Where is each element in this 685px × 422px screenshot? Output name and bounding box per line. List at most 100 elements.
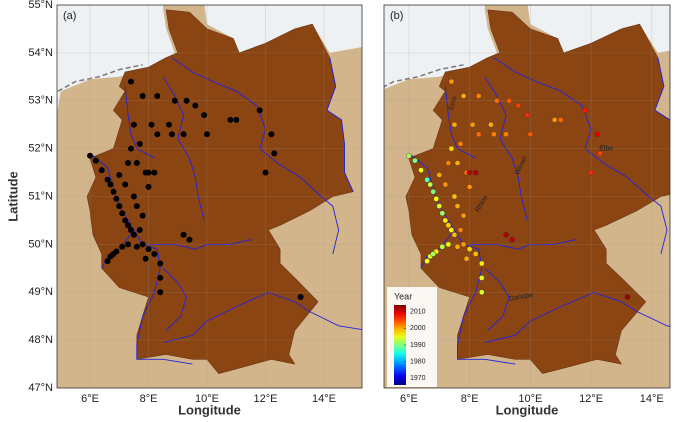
station-point bbox=[180, 131, 187, 138]
station-point bbox=[92, 157, 99, 164]
station-point bbox=[256, 107, 263, 114]
station-point bbox=[139, 92, 146, 99]
station-point bbox=[503, 231, 509, 238]
station-point bbox=[125, 241, 132, 248]
river bbox=[484, 267, 510, 331]
station-point bbox=[588, 169, 594, 176]
station-point bbox=[445, 222, 452, 229]
station-point bbox=[412, 157, 418, 164]
station-point bbox=[133, 159, 140, 166]
station-point bbox=[148, 121, 155, 128]
station-point bbox=[110, 188, 117, 195]
station-point bbox=[503, 131, 509, 138]
station-point bbox=[594, 131, 600, 138]
station-point bbox=[268, 131, 275, 138]
station-point bbox=[460, 212, 467, 219]
y-tick-label: 53°N bbox=[28, 95, 53, 107]
station-point bbox=[165, 121, 172, 128]
x-tick-label: 6°E bbox=[400, 393, 418, 405]
river-label: Ems bbox=[448, 95, 459, 111]
station-point bbox=[262, 169, 269, 176]
station-point bbox=[133, 243, 140, 250]
y-tick-label: 50°N bbox=[28, 238, 53, 250]
river-label: Danube bbox=[509, 292, 534, 303]
x-tick-label: 12°E bbox=[254, 393, 278, 405]
station-point bbox=[233, 116, 240, 123]
station-point bbox=[271, 150, 278, 157]
station-point bbox=[466, 184, 473, 190]
station-point bbox=[136, 227, 143, 234]
coast-islands bbox=[384, 64, 464, 88]
station-point bbox=[624, 294, 631, 300]
station-point bbox=[154, 131, 161, 138]
station-point bbox=[551, 117, 558, 123]
station-point bbox=[87, 152, 94, 159]
station-point bbox=[122, 181, 129, 188]
station-point bbox=[151, 169, 158, 176]
station-point bbox=[460, 241, 467, 248]
x-tick-label: 14°E bbox=[312, 393, 336, 405]
colorbar-tick-label: 2010 bbox=[410, 309, 426, 316]
x-axis-title: Longitude bbox=[496, 402, 559, 417]
station-point bbox=[127, 145, 134, 152]
station-point bbox=[478, 289, 485, 296]
colorbar-tick-label: 2000 bbox=[410, 325, 426, 332]
station-point bbox=[451, 231, 458, 238]
station-point bbox=[424, 176, 430, 183]
germany bbox=[86, 9, 354, 374]
station-point bbox=[472, 251, 479, 257]
station-point bbox=[442, 217, 449, 224]
station-point bbox=[557, 117, 564, 123]
station-point bbox=[127, 227, 134, 234]
station-point bbox=[130, 121, 137, 128]
station-point bbox=[436, 172, 443, 178]
map-panel bbox=[57, 5, 362, 388]
y-axis-title: Latitude bbox=[5, 171, 20, 222]
station-point bbox=[204, 131, 211, 138]
station-point bbox=[469, 121, 476, 128]
station-point bbox=[433, 196, 440, 202]
station-point bbox=[183, 97, 190, 104]
station-point bbox=[168, 131, 175, 138]
station-point bbox=[127, 78, 134, 85]
station-point bbox=[297, 294, 304, 301]
station-point bbox=[457, 227, 464, 233]
x-tick-label: 8°E bbox=[140, 393, 158, 405]
station-point bbox=[448, 145, 455, 152]
station-point bbox=[451, 193, 458, 200]
station-point bbox=[463, 255, 470, 262]
station-point bbox=[180, 231, 187, 238]
coast-islands bbox=[57, 64, 143, 92]
station-point bbox=[110, 250, 117, 257]
station-point bbox=[527, 131, 534, 138]
station-point bbox=[145, 246, 152, 253]
station-point bbox=[457, 141, 464, 147]
station-point bbox=[472, 169, 479, 176]
station-point bbox=[509, 236, 515, 243]
station-point bbox=[171, 97, 178, 104]
station-point bbox=[145, 183, 152, 190]
x-tick-label: 14°E bbox=[640, 393, 664, 405]
station-point bbox=[104, 258, 111, 265]
colorbar-title: Year bbox=[394, 291, 412, 301]
x-tick-label: 8°E bbox=[461, 393, 479, 405]
station-point bbox=[506, 97, 512, 104]
station-point bbox=[424, 258, 430, 264]
station-point bbox=[104, 176, 111, 183]
y-tick-label: 55°N bbox=[28, 0, 53, 11]
colorbar-legend: Year 1970 1980 1990 2000 2010 bbox=[387, 287, 437, 387]
station-point bbox=[119, 243, 126, 250]
station-point bbox=[494, 97, 500, 104]
station-point bbox=[454, 203, 461, 209]
y-tick-label: 49°N bbox=[28, 286, 53, 298]
river bbox=[444, 86, 476, 159]
station-point bbox=[475, 131, 482, 138]
station-point bbox=[130, 231, 137, 238]
station-point bbox=[116, 203, 123, 210]
station-point bbox=[430, 251, 436, 257]
station-point bbox=[136, 140, 143, 147]
station-point bbox=[157, 289, 164, 296]
x-tick-label: 6°E bbox=[81, 393, 99, 405]
river bbox=[162, 267, 187, 331]
